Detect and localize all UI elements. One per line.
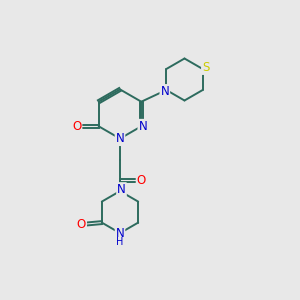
Text: N: N <box>138 120 147 133</box>
Text: N: N <box>116 132 124 145</box>
Text: H: H <box>116 237 124 247</box>
Text: N: N <box>117 183 126 196</box>
Text: S: S <box>202 61 209 74</box>
Text: N: N <box>160 85 169 98</box>
Text: O: O <box>137 174 146 187</box>
Text: N: N <box>116 226 124 240</box>
Text: O: O <box>77 218 86 231</box>
Text: O: O <box>72 120 81 133</box>
